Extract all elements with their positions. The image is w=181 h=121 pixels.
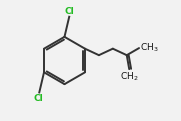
Text: Cl: Cl bbox=[65, 7, 75, 16]
Text: CH$_2$: CH$_2$ bbox=[120, 70, 138, 83]
Text: Cl: Cl bbox=[34, 94, 44, 103]
Text: CH$_3$: CH$_3$ bbox=[140, 41, 159, 54]
